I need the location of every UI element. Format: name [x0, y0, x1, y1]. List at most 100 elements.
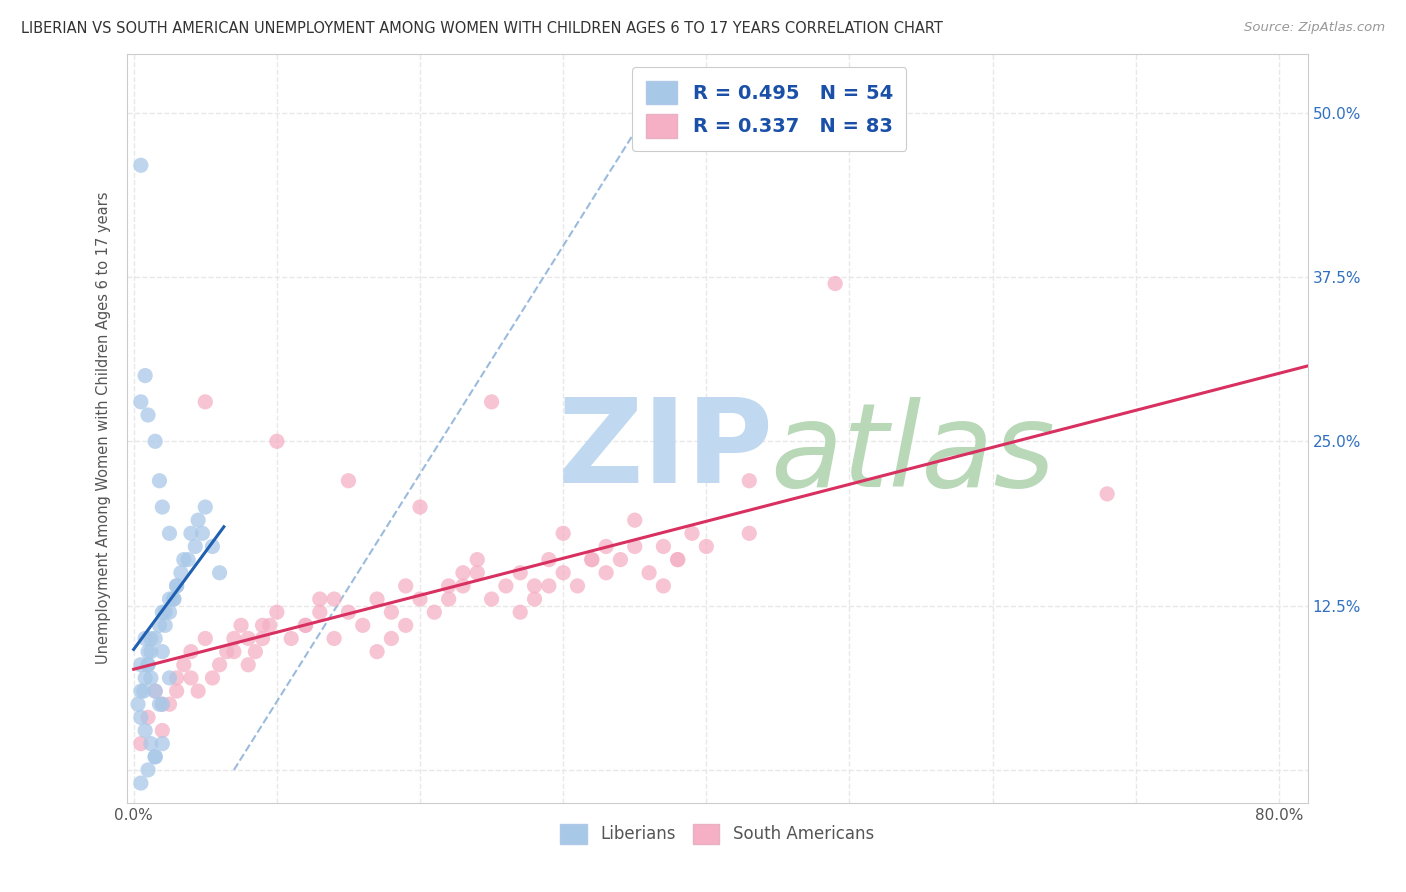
Point [143, 749, 166, 764]
Point [567, 579, 589, 593]
Point [153, 618, 176, 632]
Y-axis label: Unemployment Among Women with Children Ages 6 to 17 years: Unemployment Among Women with Children A… [96, 192, 111, 665]
Point [323, 592, 346, 607]
Point [150, 697, 173, 711]
Point [824, 277, 846, 291]
Text: atlas: atlas [770, 397, 1056, 511]
Point [153, 605, 176, 619]
Point [134, 368, 156, 383]
Point [595, 566, 617, 580]
Point [465, 552, 488, 566]
Point [148, 474, 170, 488]
Point [150, 500, 173, 514]
Point [150, 737, 173, 751]
Point [194, 395, 217, 409]
Point [129, 737, 152, 751]
Point [266, 605, 288, 619]
Point [136, 763, 159, 777]
Point [553, 566, 575, 580]
Point [623, 540, 645, 554]
Point [666, 552, 689, 566]
Point [136, 657, 159, 672]
Point [437, 592, 460, 607]
Point [143, 434, 166, 449]
Point [395, 579, 418, 593]
Point [323, 632, 346, 646]
Point [143, 749, 166, 764]
Point [337, 474, 360, 488]
Point [166, 579, 188, 593]
Point [191, 526, 214, 541]
Point [308, 592, 330, 607]
Text: LIBERIAN VS SOUTH AMERICAN UNEMPLOYMENT AMONG WOMEN WITH CHILDREN AGES 6 TO 17 Y: LIBERIAN VS SOUTH AMERICAN UNEMPLOYMENT … [21, 21, 943, 36]
Point [143, 684, 166, 698]
Point [280, 632, 302, 646]
Point [159, 592, 181, 607]
Point [252, 632, 274, 646]
Point [681, 526, 703, 541]
Point [136, 657, 159, 672]
Point [180, 526, 202, 541]
Point [201, 540, 224, 554]
Point [652, 579, 675, 593]
Point [581, 552, 603, 566]
Point [451, 579, 474, 593]
Point [595, 540, 617, 554]
Text: Source: ZipAtlas.com: Source: ZipAtlas.com [1244, 21, 1385, 34]
Point [163, 592, 186, 607]
Point [129, 710, 152, 724]
Point [143, 632, 166, 646]
Point [187, 513, 209, 527]
Point [609, 552, 631, 566]
Point [129, 158, 152, 172]
Point [150, 697, 173, 711]
Point [159, 605, 181, 619]
Point [294, 618, 316, 632]
Point [208, 566, 231, 580]
Point [423, 605, 446, 619]
Point [380, 632, 402, 646]
Point [523, 592, 546, 607]
Point [238, 657, 260, 672]
Point [173, 552, 195, 566]
Point [166, 671, 188, 685]
Point [159, 526, 181, 541]
Point [194, 500, 217, 514]
Point [481, 592, 503, 607]
Point [229, 618, 252, 632]
Point [238, 632, 260, 646]
Point [208, 657, 231, 672]
Point [481, 395, 503, 409]
Point [495, 579, 517, 593]
Point [127, 697, 149, 711]
Point [337, 605, 360, 619]
Point [148, 618, 170, 632]
Point [136, 645, 159, 659]
Point [136, 408, 159, 422]
Point [222, 632, 245, 646]
Point [134, 671, 156, 685]
Point [395, 618, 418, 632]
Point [150, 605, 173, 619]
Point [136, 710, 159, 724]
Point [380, 605, 402, 619]
Point [1095, 487, 1118, 501]
Point [623, 513, 645, 527]
Point [139, 645, 162, 659]
Point [139, 671, 162, 685]
Point [409, 500, 432, 514]
Point [139, 632, 162, 646]
Point [143, 684, 166, 698]
Point [352, 618, 374, 632]
Point [215, 645, 238, 659]
Point [451, 566, 474, 580]
Point [245, 645, 267, 659]
Point [170, 566, 193, 580]
Point [201, 671, 224, 685]
Legend: Liberians, South Americans: Liberians, South Americans [554, 817, 880, 851]
Point [738, 526, 761, 541]
Point [173, 657, 195, 672]
Point [129, 684, 152, 698]
Point [437, 579, 460, 593]
Point [252, 618, 274, 632]
